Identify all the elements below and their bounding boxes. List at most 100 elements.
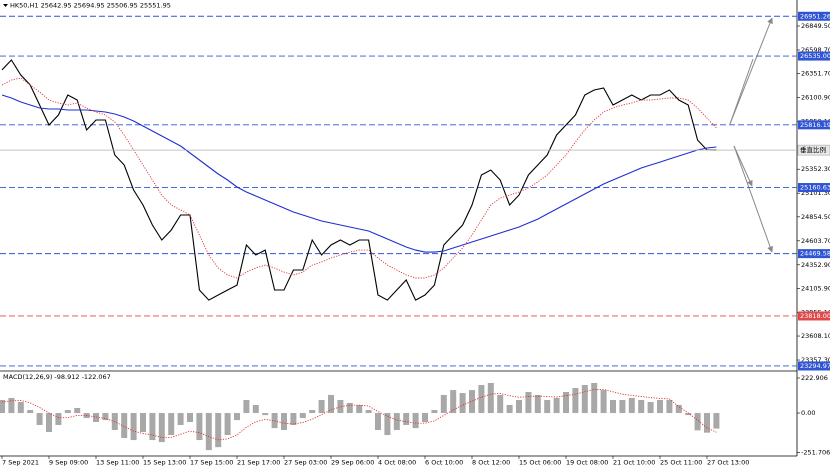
histogram-bar	[187, 413, 193, 422]
histogram-bar	[205, 413, 212, 451]
histogram-bar	[713, 413, 720, 429]
x-tick-label: 15 Sep 13:00	[143, 459, 186, 467]
histogram-bar	[290, 413, 297, 425]
histogram-bar	[563, 391, 569, 414]
y-tick-label: 26598.70	[801, 46, 830, 54]
price-line	[1, 59, 717, 301]
histogram-bar	[309, 410, 316, 414]
y-tick-label: 25101.30	[801, 189, 830, 197]
y-tick-label: 24352.90	[801, 261, 830, 269]
histogram-bar	[685, 413, 692, 416]
histogram-bar	[121, 413, 128, 439]
histogram-bar	[64, 410, 71, 414]
histogram-bar	[102, 413, 109, 421]
x-tick-label: 9 Sep 09:00	[49, 459, 88, 467]
level-box	[798, 51, 830, 61]
x-tick-label: 6 Oct 10:00	[425, 459, 463, 467]
x-tick-label: 25 Oct 11:00	[660, 459, 702, 467]
histogram-bar	[149, 413, 156, 441]
arrow	[729, 58, 754, 125]
y-tick-label: 24105.90	[801, 284, 830, 292]
histogram-bar	[506, 405, 513, 414]
histogram-bar	[412, 413, 419, 429]
histogram-bar	[281, 413, 287, 431]
scale-label: 垂直比例	[800, 145, 826, 154]
histogram-bar	[610, 399, 616, 414]
y-tick-label: 222.906	[801, 374, 828, 382]
histogram-bar	[130, 413, 137, 441]
level-label: 25816.19	[800, 121, 830, 129]
y-tick-label: -251.706	[801, 449, 830, 457]
x-tick-label: 27 Oct 13:00	[707, 459, 749, 467]
histogram-bar	[262, 413, 269, 416]
y-tick-label: 26849.50	[801, 22, 830, 30]
histogram-bar	[440, 394, 447, 414]
histogram-bar	[403, 413, 410, 425]
x-tick-label: 21 Oct 10:00	[613, 459, 655, 467]
histogram-bar	[365, 410, 372, 414]
histogram-bar	[215, 413, 222, 448]
histogram-bar	[140, 413, 146, 433]
histogram-bar	[647, 402, 654, 414]
histogram-bar	[393, 413, 400, 431]
histogram-bar	[525, 391, 532, 414]
histogram-bar	[8, 397, 15, 414]
level-label: 25160.63	[800, 184, 830, 192]
histogram-bar	[168, 413, 175, 436]
histogram-bar	[346, 402, 353, 414]
histogram-bar	[591, 383, 598, 414]
histogram-bar	[487, 383, 494, 414]
macd-title: MACD(12,26,9) -98.912 -122.067	[3, 373, 111, 381]
histogram-bar	[516, 399, 522, 414]
arrow	[729, 17, 773, 125]
histogram-bar	[0, 399, 5, 414]
y-tick-label: 26351.70	[801, 70, 830, 78]
level-label: 26535.00	[800, 52, 830, 60]
histogram-bar	[234, 413, 240, 421]
x-tick-label: 21 Sep 17:00	[237, 459, 280, 467]
signal-line	[1, 388, 717, 441]
histogram-bar	[55, 413, 62, 425]
y-tick-label: 26100.90	[801, 94, 830, 102]
histogram-bar	[553, 397, 560, 414]
histogram-bar	[224, 413, 231, 436]
level-box	[798, 120, 830, 130]
histogram-bar	[459, 393, 466, 414]
level-box	[798, 361, 830, 371]
histogram-bar	[469, 390, 475, 414]
x-tick-label: 27 Sep 03:00	[284, 459, 327, 467]
level-label: 23294.97	[800, 362, 830, 370]
histogram-bar	[384, 413, 391, 436]
histogram-bar	[572, 388, 579, 414]
level-label: 24469.58	[800, 250, 830, 258]
histogram-bar	[27, 410, 34, 414]
y-tick-label: 25352.30	[801, 165, 830, 173]
histogram-bar	[36, 413, 43, 425]
level-box	[798, 11, 830, 21]
scale-box	[797, 144, 830, 156]
histogram-bar	[657, 399, 663, 414]
histogram-bar	[177, 413, 184, 425]
histogram-bar	[666, 399, 673, 414]
histogram-bar	[534, 394, 541, 414]
histogram-bar	[299, 413, 306, 419]
level-label: 23818.00	[800, 312, 830, 320]
histogram-bar	[619, 399, 626, 414]
chart-title: HK50,H1 25642.95 25694.95 25506.95 25551…	[10, 2, 171, 10]
histogram-bar	[356, 405, 363, 414]
level-label: 26951.26	[800, 12, 830, 20]
histogram-bar	[243, 399, 250, 414]
histogram-bar	[638, 399, 645, 414]
histogram-bar	[704, 413, 710, 433]
menu-triangle	[3, 4, 8, 7]
x-tick-label: 15 Oct 06:00	[519, 459, 561, 467]
histogram-bar	[375, 413, 381, 431]
x-tick-label: 29 Sep 06:00	[331, 459, 374, 467]
histogram-bar	[581, 385, 588, 414]
projection-arrows	[729, 17, 774, 253]
y-tick-label: 0.00	[801, 409, 815, 417]
x-tick-label: 8 Oct 12:00	[472, 459, 510, 467]
histogram-bar	[93, 413, 99, 422]
level-box	[798, 183, 830, 193]
level-box	[798, 311, 830, 321]
